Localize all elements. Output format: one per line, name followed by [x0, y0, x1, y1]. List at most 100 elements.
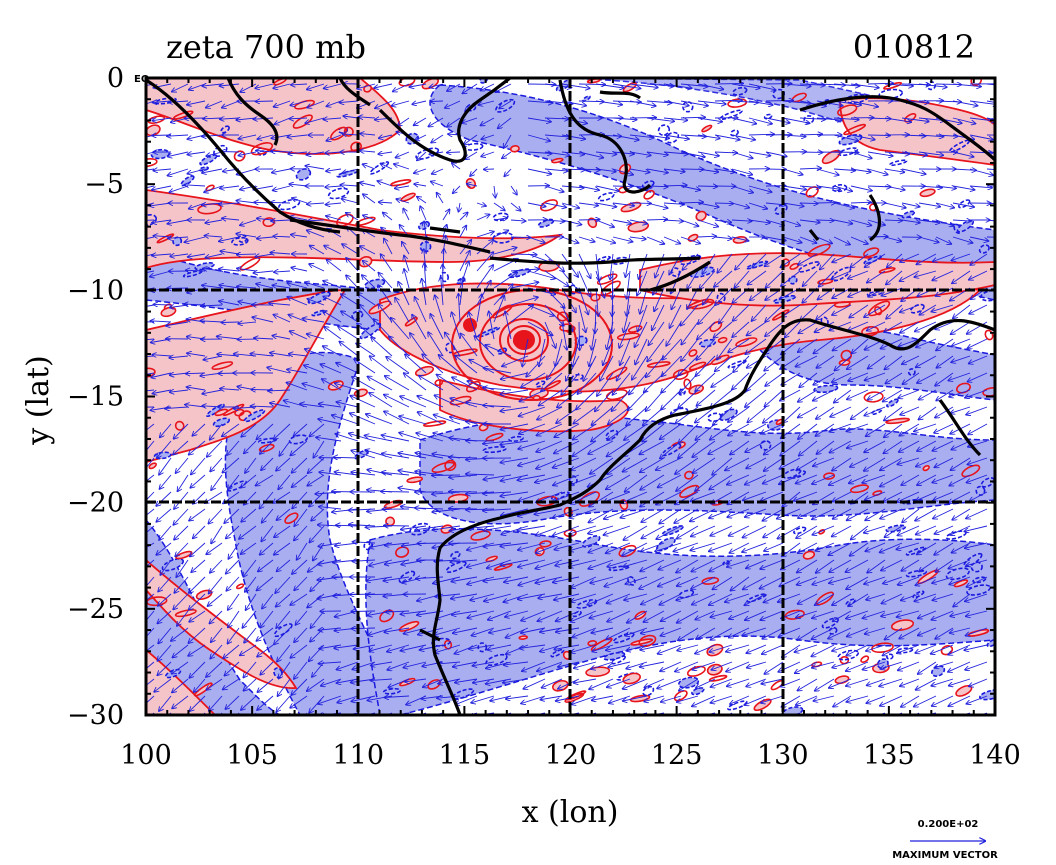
positive-eddy [518, 635, 528, 640]
wind-vector [211, 525, 223, 543]
wind-vector [189, 610, 206, 622]
wind-vector [146, 593, 155, 602]
map-area [146, 78, 995, 715]
wind-vector [177, 610, 189, 626]
wind-vector [224, 508, 240, 523]
wind-vector [244, 627, 257, 643]
wind-vector [209, 576, 223, 594]
wind-vector [173, 440, 189, 455]
wind-vector [168, 151, 189, 157]
wind-vector [146, 542, 155, 549]
negative-eddy [657, 124, 671, 136]
wind-vector [150, 202, 172, 206]
wind-vector [251, 390, 274, 391]
wind-vector [152, 355, 172, 356]
wind-vector [153, 169, 172, 171]
positive-eddy [955, 382, 972, 394]
negative-eddy [496, 347, 508, 355]
positive-eddy [235, 583, 245, 590]
wind-vector [236, 234, 257, 238]
wind-vector [169, 356, 189, 358]
wind-vector [202, 135, 223, 136]
wind-vector [203, 118, 223, 119]
wind-vector [160, 559, 172, 575]
positive-eddy [953, 579, 969, 588]
wind-vector [178, 474, 189, 491]
wind-vector [228, 474, 240, 489]
positive-eddy [673, 690, 688, 702]
negative-eddy [581, 535, 601, 548]
wind-vector [714, 203, 733, 204]
wind-vector [255, 83, 274, 88]
negative-eddy [870, 408, 883, 416]
negative-eddy [603, 651, 626, 661]
wind-vector [154, 678, 172, 692]
wind-vector [176, 457, 189, 473]
wind-vector [146, 508, 155, 516]
wind-vector [239, 134, 257, 139]
positive-eddy [717, 336, 728, 344]
wind-vector [225, 695, 240, 709]
wind-vector [156, 508, 172, 522]
negative-eddy [482, 446, 507, 454]
wind-vector [185, 185, 206, 186]
negative-eddy [912, 590, 925, 599]
wind-vector [157, 440, 172, 458]
wind-vector [191, 559, 206, 572]
wind-vector [256, 101, 274, 102]
negative-eddy [656, 537, 676, 552]
wind-vector [188, 644, 206, 656]
x-tick-label: 110 [332, 740, 384, 771]
negative-eddy [369, 161, 390, 175]
wind-vector [167, 219, 189, 224]
wind-vector [241, 542, 257, 554]
negative-eddy [896, 647, 914, 654]
wind-vector [237, 254, 257, 255]
wind-vector [189, 576, 206, 593]
wind-vector [220, 389, 240, 390]
wind-vector [146, 134, 155, 138]
negative-eddy [550, 648, 565, 658]
wind-vector [228, 542, 240, 559]
wind-vector [174, 491, 189, 509]
wind-vector [833, 152, 859, 153]
wind-vector [244, 440, 257, 453]
wind-vector [173, 508, 189, 525]
negative-eddy [907, 368, 916, 376]
wind-vector [579, 321, 580, 350]
positive-eddy [701, 576, 720, 585]
wind-vector [220, 186, 240, 188]
wind-vector [146, 372, 155, 375]
wind-vector [194, 678, 206, 692]
x-tick-label: 100 [120, 740, 172, 771]
negative-eddy [886, 398, 899, 408]
positive-eddy [708, 674, 728, 682]
wind-vector [239, 151, 257, 156]
wind-vector [242, 610, 257, 628]
positive-eddy [174, 609, 197, 618]
positive-eddy [807, 243, 831, 257]
wind-vector [188, 627, 206, 643]
negative-eddy [798, 261, 820, 273]
positive-eddy [423, 420, 447, 427]
wind-vector [223, 678, 240, 690]
negative-eddy [678, 676, 700, 689]
wind-vector [157, 644, 172, 661]
wind-vector [187, 100, 206, 105]
wind-vector [190, 542, 206, 557]
wind-vector [152, 185, 172, 190]
negative-eddy [154, 97, 177, 105]
negative-eddy [535, 380, 546, 388]
wind-vector [697, 186, 717, 187]
negative-eddy [363, 541, 374, 551]
positive-eddy [701, 124, 713, 133]
wind-vector [237, 286, 257, 288]
wind-vector [157, 661, 172, 675]
wind-vector [217, 336, 240, 339]
negative-eddy [889, 159, 908, 166]
positive-eddy [551, 157, 564, 164]
negative-eddy [945, 567, 970, 581]
negative-eddy [220, 125, 230, 134]
wind-vector [240, 644, 257, 655]
positive-eddy [683, 378, 692, 390]
